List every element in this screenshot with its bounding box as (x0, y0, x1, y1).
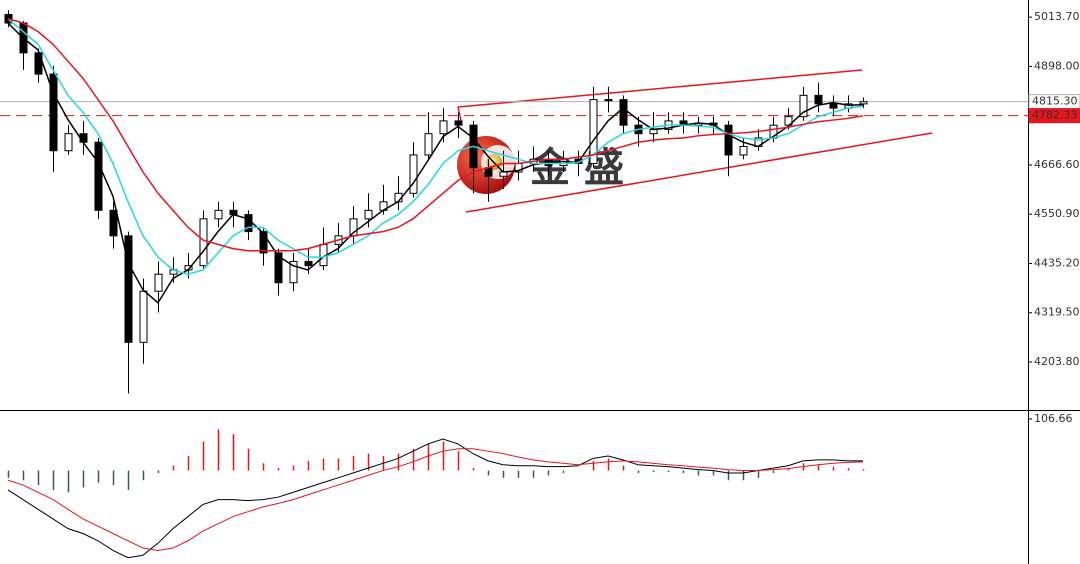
candle-body (424, 133, 433, 156)
moving-average (7, 18, 864, 275)
candle-body (559, 158, 568, 167)
signal-line (7, 448, 864, 551)
price-label: 4815.30 (1032, 95, 1078, 108)
candle-body (124, 235, 133, 343)
candle-body (814, 94, 823, 105)
trend-line (457, 69, 863, 108)
candle-body (724, 124, 733, 156)
candle-body (304, 260, 313, 267)
candle-body (619, 99, 628, 126)
candle-body (109, 209, 118, 237)
candle-body (214, 209, 223, 220)
candle-body (829, 103, 838, 109)
candle-body (139, 290, 148, 343)
y-tick-label: 4898.00 (1034, 59, 1080, 72)
watermark: 金盛 (529, 145, 638, 191)
price-label: 4782.33 (1032, 109, 1078, 122)
moving-average (7, 18, 864, 252)
candle-body (454, 120, 463, 126)
candle-body (409, 154, 418, 194)
candle-body (274, 252, 283, 284)
y-tick-label: 4203.80 (1034, 355, 1080, 368)
y-tick-label: 4550.90 (1034, 207, 1080, 220)
y-tick-label: 4435.20 (1034, 256, 1080, 269)
y-tick-label: 5013.70 (1034, 10, 1080, 23)
candle-body (259, 231, 268, 254)
candle-body (739, 145, 748, 156)
candle-body (94, 141, 103, 211)
candle-body (229, 209, 238, 216)
candle-body (859, 101, 868, 105)
candle-body (589, 99, 598, 164)
trend-line (465, 132, 933, 213)
candle-body (439, 120, 448, 135)
candle-body (364, 209, 373, 220)
candle-body (289, 260, 298, 284)
candle-body (49, 73, 58, 152)
candle-body (64, 133, 73, 152)
macd-line (7, 438, 863, 559)
candle-body (799, 94, 808, 118)
y-tick-label: 106.66 (1034, 412, 1073, 425)
moving-average (7, 22, 864, 304)
plot: 5013.70 4898.00 4666.60 4550.90 4435.20 4319.… (0, 10, 1080, 559)
price-tag (1028, 108, 1080, 124)
y-tick-label: 4666.60 (1034, 158, 1080, 171)
candle-body (604, 99, 613, 102)
candle-body (154, 273, 163, 292)
candle-body (199, 218, 208, 267)
y-tick-label: 4319.50 (1034, 306, 1080, 319)
